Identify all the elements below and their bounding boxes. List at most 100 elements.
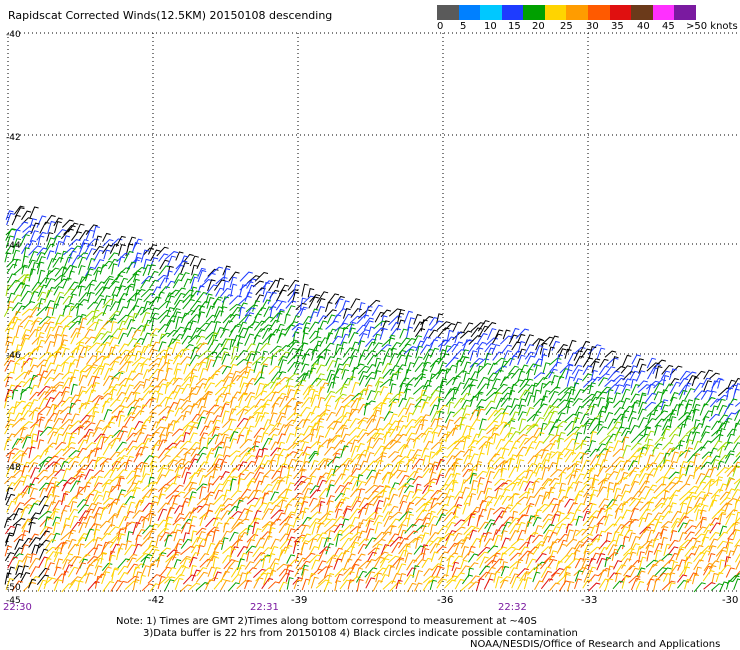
wind-barb [590, 369, 598, 381]
wind-barb [20, 506, 30, 519]
wind-barb [52, 257, 64, 268]
wind-barb [511, 398, 519, 408]
wind-barb [563, 413, 578, 423]
wind-barb [574, 481, 583, 492]
wind-barb [604, 514, 613, 526]
wind-barb [133, 256, 142, 268]
wind-barb [20, 452, 28, 463]
wind-barb [126, 370, 137, 382]
wind-barb [460, 392, 471, 403]
wind-barb [444, 368, 452, 380]
wind-barb [646, 496, 658, 505]
wind-barb [7, 384, 16, 396]
wind-barb [596, 453, 606, 466]
wind-barb [518, 404, 526, 416]
wind-barbs [3, 205, 740, 593]
wind-barb [388, 315, 402, 326]
wind-barb [404, 552, 413, 563]
wind-barb [149, 404, 163, 414]
wind-barb [310, 414, 323, 424]
wind-barb [237, 426, 249, 437]
wind-barb [220, 510, 232, 521]
wind-barb [244, 405, 259, 415]
wind-barb [606, 426, 619, 436]
wind-barb [430, 497, 439, 508]
wind-barb [28, 407, 41, 417]
wind-barb [420, 517, 431, 529]
wind-barb [276, 463, 288, 472]
wind-barb [22, 581, 37, 592]
wind-barb [278, 284, 290, 295]
wind-barb [382, 580, 396, 590]
wind-barb [573, 540, 584, 550]
wind-barb [12, 523, 21, 536]
wind-barb [284, 404, 292, 416]
wind-barb [180, 356, 191, 365]
wind-barb [630, 473, 641, 486]
wind-barb [460, 435, 472, 443]
wind-barb [388, 413, 398, 424]
wind-barb [100, 532, 112, 542]
wind-barb [486, 545, 499, 554]
wind-barb [476, 405, 484, 417]
wind-barb [476, 578, 485, 591]
wind-barb [300, 524, 310, 535]
wind-barb [699, 509, 707, 520]
wind-barb [231, 518, 243, 530]
wind-barb [142, 545, 156, 555]
wind-barb [21, 264, 29, 275]
wind-barb [367, 547, 380, 556]
wind-barb [700, 494, 710, 506]
wind-barb [165, 280, 176, 290]
wind-barb [350, 541, 360, 554]
wind-barb [100, 566, 112, 578]
wind-barb [4, 389, 13, 402]
wind-barb [540, 382, 547, 394]
wind-barb [732, 573, 740, 582]
wind-barb [383, 431, 392, 445]
wind-barb [166, 307, 175, 317]
wind-barb [589, 454, 601, 466]
wind-barb [124, 544, 136, 556]
wind-barb [93, 475, 103, 487]
wind-barb [220, 338, 230, 348]
wind-barb [28, 462, 39, 473]
wind-barb [173, 362, 182, 375]
wind-barb [659, 567, 672, 577]
wind-barb [325, 332, 334, 344]
wind-barb [389, 365, 400, 375]
wind-barb [84, 345, 92, 358]
wind-barb [607, 544, 618, 556]
wind-barb [238, 314, 252, 325]
wind-barb [188, 507, 199, 519]
wind-barb [29, 423, 40, 436]
wind-barb [404, 545, 411, 557]
wind-barb [700, 389, 712, 400]
wind-barb [254, 294, 264, 304]
wind-barb [299, 560, 311, 570]
wind-barb [93, 512, 102, 526]
wind-barb [548, 477, 560, 487]
wind-barb [509, 404, 521, 416]
wind-barb [28, 578, 37, 589]
wind-barb [84, 328, 94, 339]
wind-barb [197, 446, 209, 456]
wind-barb [437, 353, 450, 365]
wind-barb [253, 427, 266, 439]
wind-barb [444, 467, 454, 478]
wind-barb [614, 407, 625, 416]
wind-barb [646, 575, 658, 586]
wind-barb [13, 283, 25, 295]
wind-barb [684, 371, 697, 380]
wind-barb [44, 557, 52, 568]
wind-barb [133, 391, 141, 403]
wind-barb [22, 556, 32, 568]
wind-barb [206, 542, 216, 555]
wind-barb [36, 430, 44, 442]
wind-barb [492, 456, 505, 466]
wind-barb [460, 356, 470, 367]
wind-barb [469, 472, 478, 485]
wind-barb [469, 529, 477, 540]
wind-barb [652, 559, 665, 568]
wind-barb [166, 567, 177, 577]
